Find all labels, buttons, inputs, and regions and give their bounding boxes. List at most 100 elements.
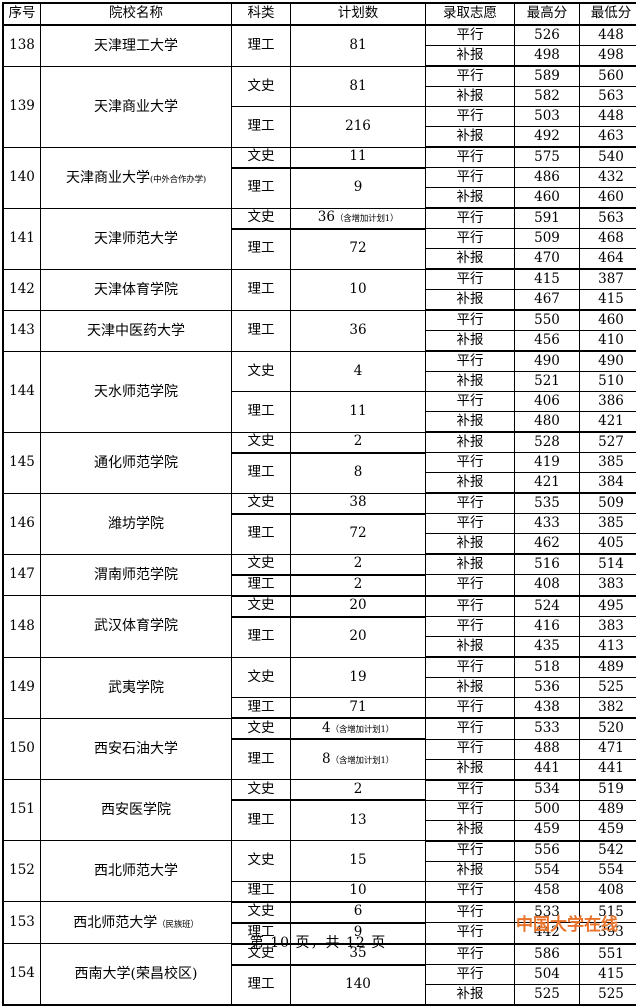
cell-admission-wish: 补报 bbox=[426, 127, 515, 148]
plan-count-text: 81 bbox=[349, 37, 366, 53]
cell-lowest-score: 490 bbox=[580, 351, 636, 372]
cell-subject-type: 理工 bbox=[232, 617, 291, 658]
plan-count-text: 81 bbox=[349, 78, 366, 94]
cell-admission-wish: 补报 bbox=[426, 534, 515, 555]
cell-admission-wish: 平行 bbox=[426, 902, 515, 923]
cell-highest-score: 415 bbox=[515, 269, 580, 290]
cell-admission-wish: 平行 bbox=[426, 147, 515, 168]
cell-sequence: 151 bbox=[3, 780, 41, 841]
school-name-text: 西安石油大学 bbox=[94, 741, 178, 757]
cell-admission-wish: 平行 bbox=[426, 269, 515, 290]
cell-admission-wish: 平行 bbox=[426, 657, 515, 678]
school-name-text: 天津中医药大学 bbox=[87, 323, 185, 339]
cell-school-name: 潍坊学院 bbox=[41, 493, 232, 554]
cell-subject-type: 理工 bbox=[232, 269, 291, 310]
plan-count-text: 20 bbox=[349, 597, 366, 613]
cell-admission-wish: 平行 bbox=[426, 351, 515, 372]
cell-admission-wish: 平行 bbox=[426, 25, 515, 46]
cell-subject-type: 理工 bbox=[232, 107, 291, 148]
cell-plan-count: 36（含增加计划1） bbox=[291, 208, 426, 229]
cell-highest-score: 556 bbox=[515, 841, 580, 862]
plan-count-text: 4 bbox=[322, 720, 331, 736]
cell-lowest-score: 554 bbox=[580, 861, 636, 881]
table-header-row: 序号 院校名称 科类 计划数 录取志愿 最高分 最低分 bbox=[3, 3, 636, 25]
cell-lowest-score: 384 bbox=[580, 473, 636, 494]
cell-lowest-score: 471 bbox=[580, 739, 636, 759]
cell-admission-wish: 平行 bbox=[426, 800, 515, 820]
cell-lowest-score: 448 bbox=[580, 25, 636, 46]
cell-admission-wish: 补报 bbox=[426, 331, 515, 352]
cell-highest-score: 490 bbox=[515, 351, 580, 372]
cell-lowest-score: 520 bbox=[580, 718, 636, 739]
cell-highest-score: 582 bbox=[515, 87, 580, 107]
cell-admission-wish: 平行 bbox=[426, 514, 515, 534]
cell-lowest-score: 510 bbox=[580, 372, 636, 392]
cell-lowest-score: 413 bbox=[580, 637, 636, 658]
plan-count-text: 36 bbox=[349, 322, 366, 338]
cell-lowest-score: 385 bbox=[580, 453, 636, 473]
cell-admission-wish: 补报 bbox=[426, 412, 515, 433]
cell-school-name: 西北师范大学 bbox=[41, 841, 232, 902]
column-header-lowest-score: 最低分 bbox=[580, 3, 636, 25]
cell-admission-wish: 平行 bbox=[426, 392, 515, 412]
cell-lowest-score: 415 bbox=[580, 965, 636, 985]
cell-lowest-score: 525 bbox=[580, 985, 636, 1006]
cell-plan-count: 8（含增加计划1） bbox=[291, 739, 426, 780]
plan-count-note: （含增加计划1） bbox=[335, 214, 398, 224]
cell-plan-count: 19 bbox=[291, 657, 426, 698]
column-header-school-name: 院校名称 bbox=[41, 3, 232, 25]
cell-school-name: 西安石油大学 bbox=[41, 718, 232, 780]
cell-lowest-score: 495 bbox=[580, 596, 636, 617]
cell-admission-wish: 平行 bbox=[426, 841, 515, 862]
cell-lowest-score: 460 bbox=[580, 310, 636, 331]
cell-highest-score: 492 bbox=[515, 127, 580, 148]
cell-school-name: 渭南师范学院 bbox=[41, 554, 232, 596]
cell-highest-score: 518 bbox=[515, 657, 580, 678]
school-name-note: （民族班） bbox=[157, 920, 199, 930]
cell-highest-score: 528 bbox=[515, 432, 580, 453]
cell-lowest-score: 410 bbox=[580, 331, 636, 352]
column-header-subject-type: 科类 bbox=[232, 3, 291, 25]
cell-lowest-score: 514 bbox=[580, 554, 636, 575]
cell-plan-count: 13 bbox=[291, 800, 426, 841]
cell-school-name: 天津商业大学 bbox=[41, 66, 232, 147]
cell-subject-type: 理工 bbox=[232, 229, 291, 270]
cell-highest-score: 536 bbox=[515, 678, 580, 698]
cell-admission-wish: 平行 bbox=[426, 596, 515, 617]
cell-subject-type: 文史 bbox=[232, 780, 291, 801]
school-name-text: 天水师范学院 bbox=[94, 384, 178, 400]
plan-count-text: 10 bbox=[349, 281, 366, 297]
cell-plan-count: 9 bbox=[291, 168, 426, 209]
cell-subject-type: 理工 bbox=[232, 739, 291, 780]
cell-admission-wish: 补报 bbox=[426, 678, 515, 698]
school-name-text: 潍坊学院 bbox=[108, 516, 164, 532]
cell-lowest-score: 460 bbox=[580, 188, 636, 209]
cell-subject-type: 文史 bbox=[232, 657, 291, 698]
cell-lowest-score: 448 bbox=[580, 107, 636, 127]
plan-count-text: 38 bbox=[349, 494, 366, 510]
cell-lowest-score: 498 bbox=[580, 46, 636, 67]
cell-admission-wish: 补报 bbox=[426, 87, 515, 107]
cell-highest-score: 500 bbox=[515, 800, 580, 820]
plan-count-text: 19 bbox=[349, 669, 366, 685]
cell-school-name: 天津师范大学 bbox=[41, 208, 232, 269]
cell-admission-wish: 补报 bbox=[426, 432, 515, 453]
cell-school-name: 天津理工大学 bbox=[41, 25, 232, 66]
cell-admission-wish: 补报 bbox=[426, 473, 515, 494]
cell-plan-count: 72 bbox=[291, 514, 426, 555]
cell-subject-type: 文史 bbox=[232, 596, 291, 617]
cell-sequence: 143 bbox=[3, 310, 41, 351]
cell-highest-score: 535 bbox=[515, 493, 580, 514]
cell-lowest-score: 441 bbox=[580, 759, 636, 780]
cell-highest-score: 433 bbox=[515, 514, 580, 534]
plan-count-note: （含增加计划1） bbox=[331, 756, 394, 766]
cell-sequence: 140 bbox=[3, 147, 41, 208]
plan-count-text: 10 bbox=[349, 882, 366, 898]
